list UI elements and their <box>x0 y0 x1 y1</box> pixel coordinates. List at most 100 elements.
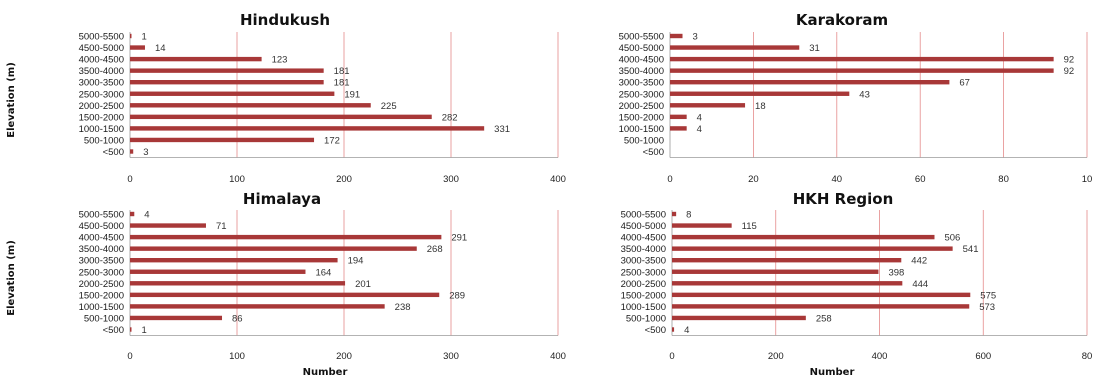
bar <box>130 149 134 154</box>
x-tick-label: 300 <box>443 174 459 185</box>
data-label: 92 <box>1064 66 1075 77</box>
bar <box>670 33 683 39</box>
category-label: 2500-3000 <box>79 89 124 100</box>
data-label: 194 <box>348 256 364 267</box>
data-label: 4 <box>144 210 149 221</box>
bar <box>130 211 135 217</box>
bar <box>130 292 440 298</box>
bar <box>672 246 953 251</box>
bar <box>130 114 432 120</box>
x-axis-label: Number <box>303 367 348 378</box>
x-tick-label: 200 <box>768 351 784 362</box>
category-label: 5000-5500 <box>79 32 124 43</box>
bar <box>670 126 687 131</box>
category-label: 2000-2500 <box>619 101 664 112</box>
bar <box>130 137 315 143</box>
data-label: 18 <box>755 101 766 112</box>
data-label: 444 <box>912 279 928 290</box>
bar <box>130 68 324 73</box>
x-tick-label: 0 <box>127 351 132 362</box>
bar <box>130 234 442 240</box>
category-label: 3500-4000 <box>619 66 664 77</box>
x-tick-label: 200 <box>336 174 352 185</box>
bar <box>670 45 800 50</box>
bar <box>670 114 687 120</box>
data-label: 31 <box>809 43 820 54</box>
data-label: 4 <box>697 124 702 135</box>
data-label: 181 <box>334 66 350 77</box>
x-tick-label: 10 <box>1082 174 1093 185</box>
data-label: 573 <box>979 302 995 313</box>
data-label: 225 <box>381 101 397 112</box>
data-label: 172 <box>324 135 340 146</box>
category-label: 1000-1500 <box>619 124 664 135</box>
category-label: <500 <box>103 147 124 158</box>
data-label: 92 <box>1064 55 1075 66</box>
x-tick-label: 40 <box>832 174 843 185</box>
bar <box>672 281 903 286</box>
category-label: 500-1000 <box>626 313 666 324</box>
category-label: 2000-2500 <box>621 279 666 290</box>
category-label: 1500-2000 <box>79 112 124 123</box>
x-tick-label: 0 <box>127 174 132 185</box>
category-label: 1000-1500 <box>79 124 124 135</box>
data-label: 331 <box>494 124 510 135</box>
bar <box>130 246 417 251</box>
data-label: 67 <box>959 78 970 89</box>
category-label: 4500-5000 <box>79 221 124 232</box>
category-label: 5000-5500 <box>621 210 666 221</box>
bar <box>130 126 485 131</box>
data-label: 115 <box>742 221 757 232</box>
panel-title: Hindukush <box>240 11 330 29</box>
category-label: 500-1000 <box>624 135 664 146</box>
bar <box>670 80 950 85</box>
bar <box>130 80 324 85</box>
category-label: 2500-3000 <box>621 267 666 278</box>
category-label: 4000-4500 <box>79 55 124 66</box>
bar <box>130 223 206 228</box>
x-tick-label: 100 <box>229 174 245 185</box>
data-label: 3 <box>693 32 698 43</box>
data-label: 1 <box>142 325 147 336</box>
category-label: 3500-4000 <box>621 244 666 255</box>
data-label: 258 <box>816 313 832 324</box>
data-label: 164 <box>315 267 331 278</box>
data-label: 541 <box>963 244 979 255</box>
category-label: 1500-2000 <box>79 290 124 301</box>
x-tick-label: 20 <box>748 174 759 185</box>
y-axis-label: Elevation (m) <box>6 240 17 316</box>
category-label: 3000-3500 <box>79 78 124 89</box>
category-label: 2500-3000 <box>79 267 124 278</box>
x-tick-label: 200 <box>336 351 352 362</box>
data-label: 8 <box>686 210 691 221</box>
bar <box>130 103 371 108</box>
x-tick-label: 400 <box>550 351 566 362</box>
panel-title: HKH Region <box>793 190 894 208</box>
category-label: 1500-2000 <box>621 290 666 301</box>
data-label: 442 <box>911 256 927 267</box>
data-label: 238 <box>395 302 411 313</box>
category-label: 3000-3500 <box>79 256 124 267</box>
bar <box>130 91 335 96</box>
data-label: 4 <box>697 112 702 123</box>
category-label: 4500-5000 <box>79 43 124 54</box>
category-label: 3500-4000 <box>79 66 124 77</box>
panel-title: Himalaya <box>243 190 321 208</box>
x-tick-label: 400 <box>872 351 888 362</box>
x-tick-label: 400 <box>550 174 566 185</box>
data-label: 14 <box>155 43 166 54</box>
bar <box>672 234 935 240</box>
category-label: 4000-4500 <box>621 233 666 244</box>
data-label: 4 <box>684 325 689 336</box>
x-tick-label: 100 <box>229 351 245 362</box>
category-label: 2000-2500 <box>79 279 124 290</box>
data-label: 575 <box>980 290 996 301</box>
x-axis-label: Number <box>810 367 855 378</box>
category-label: 1500-2000 <box>619 112 664 123</box>
category-label: 5000-5500 <box>619 32 664 43</box>
bar <box>130 269 306 274</box>
category-label: <500 <box>103 325 124 336</box>
category-label: 4500-5000 <box>619 43 664 54</box>
data-label: 86 <box>232 313 243 324</box>
data-label: 123 <box>272 55 288 66</box>
